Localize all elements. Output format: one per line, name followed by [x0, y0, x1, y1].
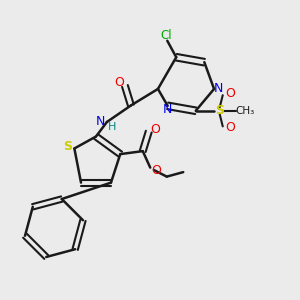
Text: Cl: Cl	[160, 29, 172, 42]
Text: H: H	[108, 122, 116, 132]
Text: O: O	[151, 164, 161, 176]
Text: O: O	[150, 123, 160, 136]
Text: O: O	[225, 87, 235, 100]
Text: O: O	[115, 76, 124, 89]
Text: CH₃: CH₃	[235, 106, 254, 116]
Text: N: N	[162, 103, 172, 116]
Text: O: O	[225, 122, 235, 134]
Text: N: N	[96, 115, 105, 128]
Text: S: S	[215, 104, 224, 117]
Text: N: N	[214, 82, 224, 95]
Text: S: S	[63, 140, 72, 154]
